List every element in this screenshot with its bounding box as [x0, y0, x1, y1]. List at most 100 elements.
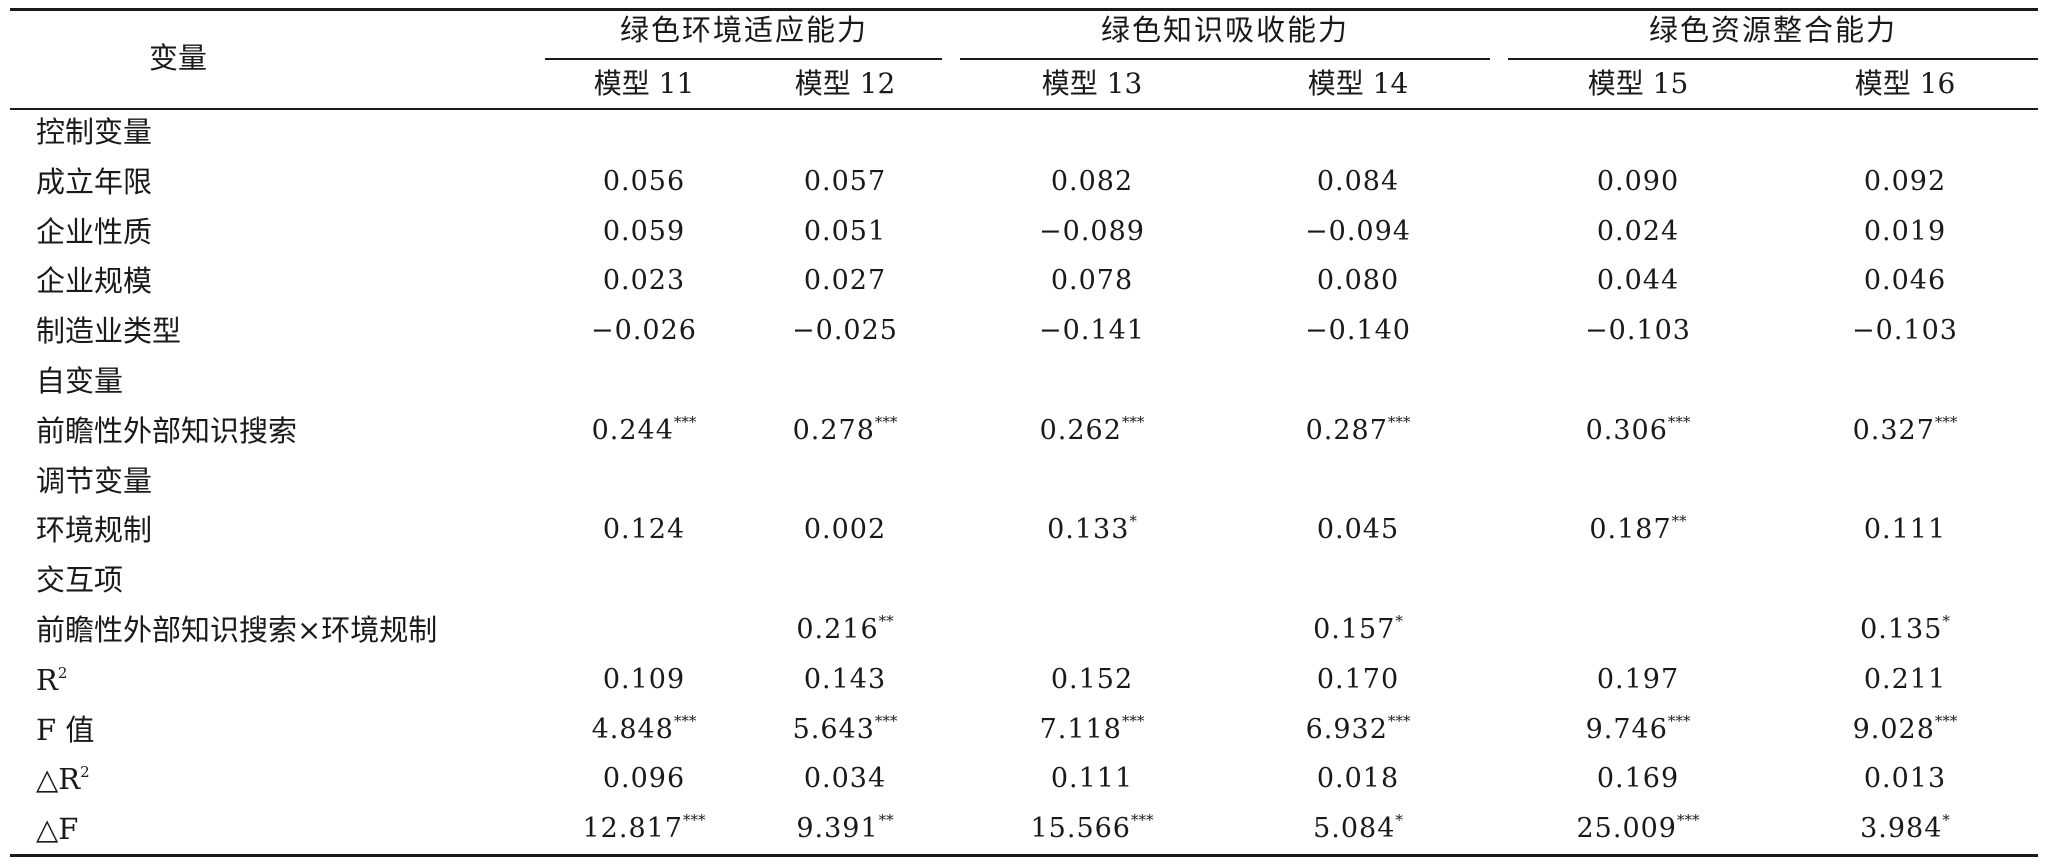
row-label: 调节变量 [36, 463, 152, 499]
row-label-text: 自变量 [36, 364, 124, 398]
cell-value: 0.080 [1316, 265, 1400, 296]
cell-value: 0.152 [1050, 664, 1134, 695]
cell-value: 0.046 [1863, 265, 1947, 296]
significance-marker: *** [1121, 413, 1145, 431]
table-cell: 0.109 [603, 662, 685, 698]
model-header-15: 模型 15 [1587, 67, 1689, 100]
cell-value: 0.170 [1316, 664, 1400, 695]
table-cell: −0.103 [1852, 313, 1958, 349]
table-cell: 15.566*** [1031, 811, 1154, 847]
significance-marker: *** [1667, 413, 1691, 431]
cell-value: 9.028 [1852, 714, 1935, 745]
cell-value: 0.024 [1596, 216, 1680, 247]
table-cell: 9.391** [796, 811, 893, 847]
table-cell: 0.059 [603, 214, 685, 250]
significance-marker: *** [1387, 712, 1411, 730]
row-label-text: 交互项 [36, 563, 124, 597]
significance-marker: * [1395, 612, 1403, 630]
table-cell: 0.096 [603, 761, 685, 797]
cell-value: 0.018 [1316, 763, 1400, 794]
cell-value: 0.211 [1863, 664, 1947, 695]
cell-value: 0.090 [1596, 166, 1680, 197]
significance-marker: * [1942, 811, 1950, 829]
corner-header-variable: 变量 [148, 41, 208, 75]
table-cell: 0.133* [1047, 512, 1137, 548]
table-cell: 0.211 [1864, 662, 1946, 698]
cell-value: 0.082 [1050, 166, 1134, 197]
row-label-text: 前瞻性外部知识搜索 [36, 414, 298, 448]
significance-marker: *** [673, 712, 697, 730]
row-label-superscript: 2 [57, 664, 68, 682]
row-label: △F [36, 811, 78, 847]
table-cell: 0.019 [1864, 214, 1946, 250]
cell-value: 0.044 [1596, 265, 1680, 296]
table-cell: 0.244*** [592, 413, 697, 449]
model-header-13: 模型 13 [1041, 67, 1143, 100]
table-cell: 0.080 [1317, 263, 1399, 299]
significance-marker: ** [878, 612, 894, 630]
cell-value: 0.124 [602, 514, 686, 545]
table-cell: 9.746*** [1586, 712, 1691, 748]
group-rule-knowledge [960, 58, 1490, 60]
row-label-text: 企业性质 [36, 215, 153, 249]
table-cell: 25.009*** [1577, 811, 1700, 847]
cell-value: 5.084 [1313, 813, 1396, 844]
cell-value: 0.056 [602, 166, 686, 197]
model-header-12: 模型 12 [794, 67, 896, 100]
cell-value: 0.197 [1596, 664, 1680, 695]
cell-value: 0.262 [1039, 415, 1122, 446]
significance-marker: *** [1387, 413, 1411, 431]
significance-marker: *** [673, 413, 697, 431]
row-label-text: 控制变量 [36, 115, 153, 149]
row-label: F 值 [36, 712, 94, 748]
table-cell: 0.082 [1051, 164, 1133, 200]
table-cell: 7.118*** [1040, 712, 1145, 748]
cell-value: −0.094 [1305, 216, 1411, 247]
significance-marker: *** [1667, 712, 1691, 730]
table-top-rule [10, 8, 2038, 11]
cell-value: 0.109 [602, 664, 686, 695]
row-label-text: △R [36, 762, 81, 796]
table-cell: 0.287*** [1306, 413, 1411, 449]
cell-value: 25.009 [1576, 813, 1677, 844]
cell-value: 0.027 [803, 265, 887, 296]
row-label: 成立年限 [36, 164, 152, 200]
row-label-text: 企业规模 [36, 264, 153, 298]
cell-value: 4.848 [591, 714, 674, 745]
table-cell: 0.327*** [1853, 413, 1958, 449]
table-cell: 0.262*** [1040, 413, 1145, 449]
header-bottom-rule [10, 108, 2038, 110]
cell-value: 12.817 [582, 813, 683, 844]
row-label: 控制变量 [36, 114, 152, 150]
cell-value: 7.118 [1039, 714, 1122, 745]
row-label: 交互项 [36, 562, 123, 598]
cell-value: 0.278 [792, 415, 875, 446]
group-header-knowledge: 绿色知识吸收能力 [1100, 13, 1350, 47]
table-cell: 0.056 [603, 164, 685, 200]
row-label: 前瞻性外部知识搜索 [36, 413, 297, 449]
cell-value: 0.078 [1050, 265, 1134, 296]
significance-marker: *** [1934, 712, 1958, 730]
cell-value: −0.140 [1305, 315, 1411, 346]
row-label-text: F 值 [36, 713, 95, 747]
row-label-superscript: 2 [80, 763, 90, 781]
significance-marker: *** [682, 811, 706, 829]
significance-marker: *** [1934, 413, 1958, 431]
cell-value: 0.084 [1316, 166, 1400, 197]
cell-value: 0.023 [602, 265, 686, 296]
table-cell: 0.002 [804, 512, 886, 548]
row-label: R2 [36, 662, 67, 698]
table-cell: 0.051 [804, 214, 886, 250]
table-cell: −0.094 [1305, 214, 1411, 250]
cell-value: 0.045 [1316, 514, 1400, 545]
row-label-text: 环境规制 [36, 513, 153, 547]
table-cell: 6.932*** [1306, 712, 1411, 748]
table-cell: 0.152 [1051, 662, 1133, 698]
significance-marker: * [1395, 811, 1403, 829]
table-cell: 0.034 [804, 761, 886, 797]
table-cell: 0.057 [804, 164, 886, 200]
group-rule-environment [545, 58, 942, 60]
table-cell: 0.216** [796, 612, 893, 648]
table-cell: 0.023 [603, 263, 685, 299]
table-cell: 0.046 [1864, 263, 1946, 299]
